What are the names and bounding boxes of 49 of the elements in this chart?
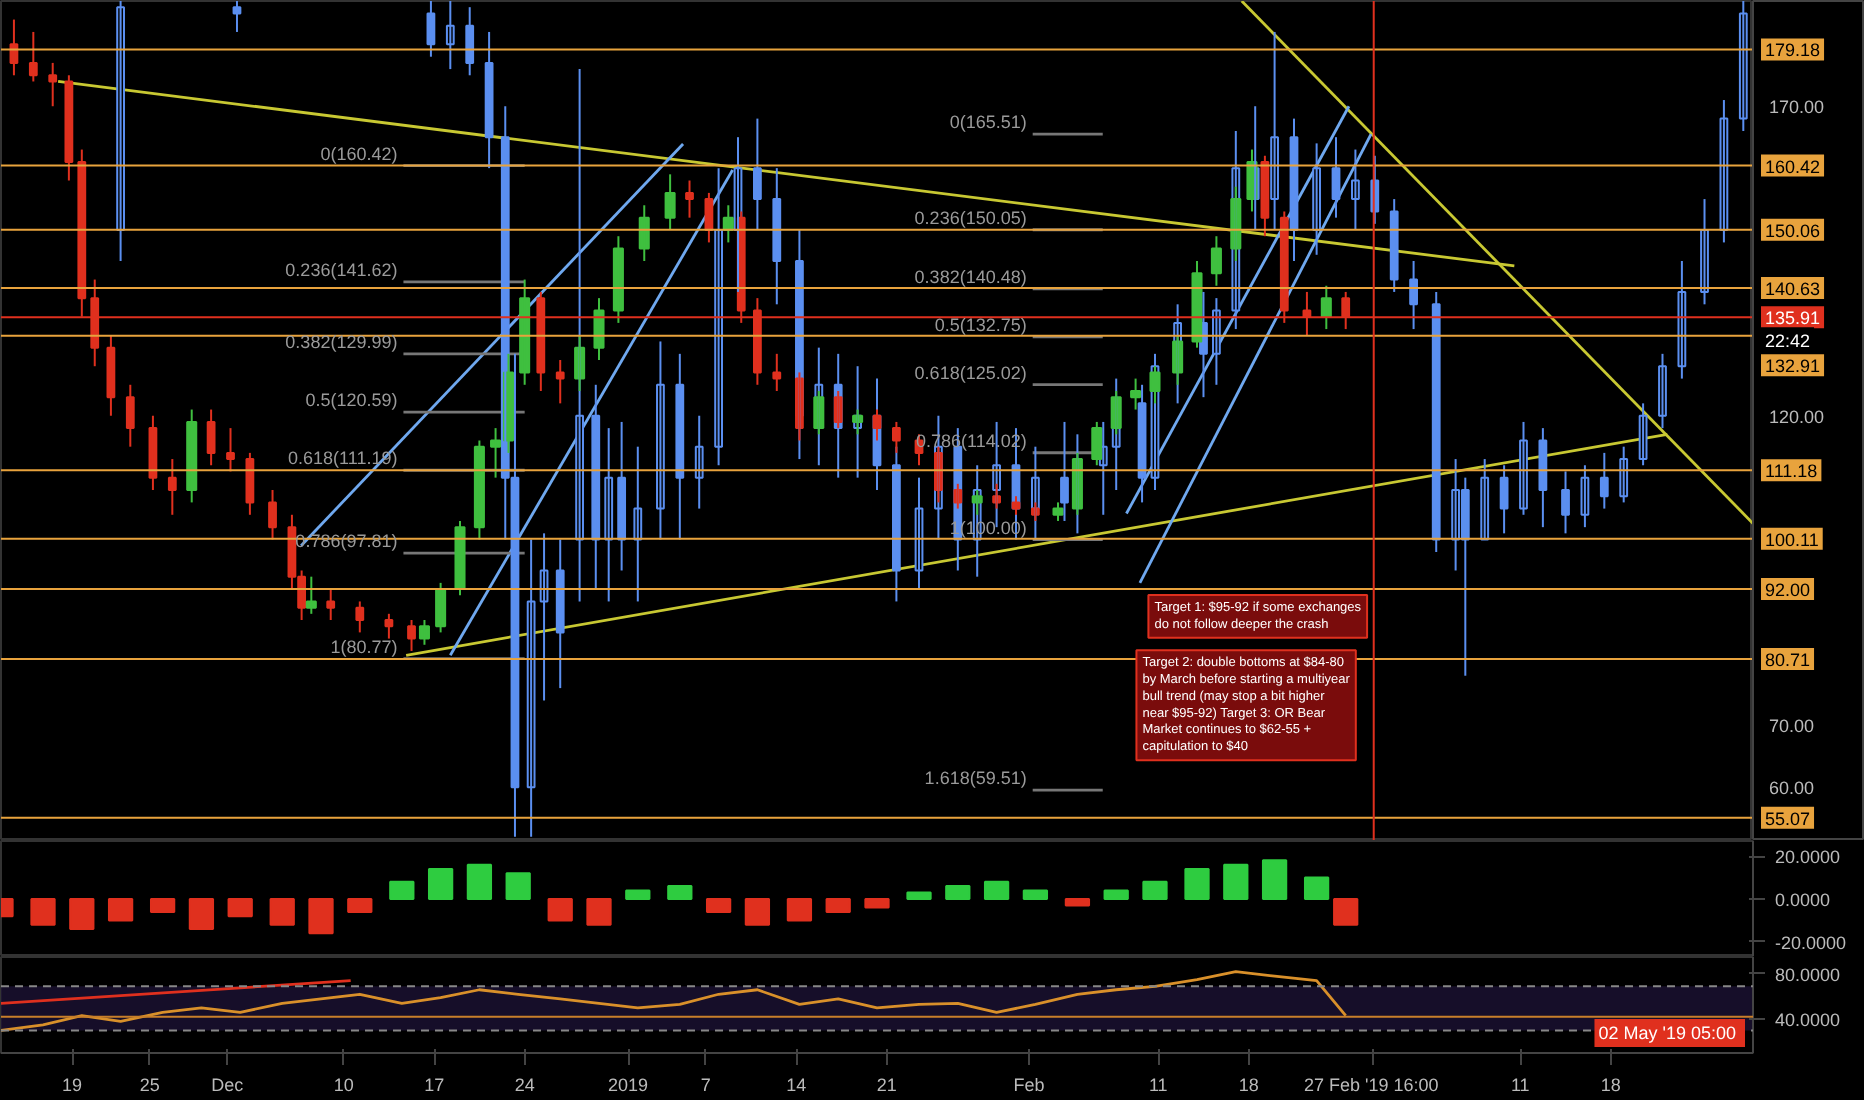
x-tick-label: 24 [514,1075,535,1095]
ref-line-label: 135.91 [1765,308,1821,329]
ref-line-label: 160.42 [1765,156,1821,177]
text: 22:42 [1765,331,1811,352]
ref-line-label: 132.91 [1765,356,1821,377]
ref-line-label: 111.18 [1765,461,1818,482]
y-tick-label: 170.00 [1769,97,1825,118]
x-tick-label: 14 [786,1075,807,1095]
ref-line-label: 80.71 [1765,649,1811,670]
x-tick-label: 18 [1238,1075,1259,1095]
y-tick-label: 40.0000 [1775,1010,1841,1031]
x-tick-label: 11 [1148,1075,1168,1095]
ref-line-label: 100.11 [1765,529,1819,550]
annotation: 1(80.77) [330,636,398,657]
annotation: 0(160.42) [320,143,398,164]
y-tick-label: -20.0000 [1775,932,1847,953]
x-tick-label: 25 [139,1075,160,1095]
y-tick-label: 80.0000 [1775,964,1841,985]
ref-line-label: 179.18 [1765,40,1821,61]
annotation: 0.382(129.99) [285,331,398,352]
annotation: 0.236(141.62) [285,259,398,280]
ref-line-label: 150.06 [1765,220,1821,241]
x-tick-label: 11 [1510,1075,1530,1095]
ref-line-label: 140.63 [1765,279,1821,300]
annotation: 1.618(59.51) [924,768,1027,789]
x-tick-label: 19 [62,1075,83,1095]
x-tick-label: Feb [1013,1075,1045,1095]
x-tick-label: 17 [424,1075,445,1095]
annotation: 0(165.51) [949,112,1027,133]
y-tick-label: 20.0000 [1775,847,1841,868]
x-tick-label: 7 [700,1075,711,1095]
y-tick-label: 60.00 [1769,778,1815,799]
x-tick-label: 18 [1600,1075,1621,1095]
y-tick-label: 0.0000 [1775,890,1831,910]
x-tick-label: 10 [333,1075,354,1095]
annotation: 0.5(120.59) [305,390,398,411]
annotation: 0.382(140.48) [914,266,1027,287]
x-tick-label: 2019 [608,1075,649,1095]
annotation: 0.5(132.75) [934,314,1027,335]
y-tick-label: 70.00 [1769,716,1815,737]
annotation: 02 May '19 05:00 [1598,1023,1736,1043]
y-tick-label: 120.00 [1769,406,1825,427]
annotation: 0.236(150.05) [914,207,1027,228]
x-tick-label: 21 [876,1075,897,1095]
ref-line-label: 55.07 [1765,808,1811,829]
ref-line-label: 92.00 [1765,580,1811,601]
annotation: 0.618(125.02) [914,362,1027,383]
x-tick-label: 27 Feb '19 16:00 [1303,1075,1439,1095]
x-tick-label: Dec [211,1075,245,1095]
